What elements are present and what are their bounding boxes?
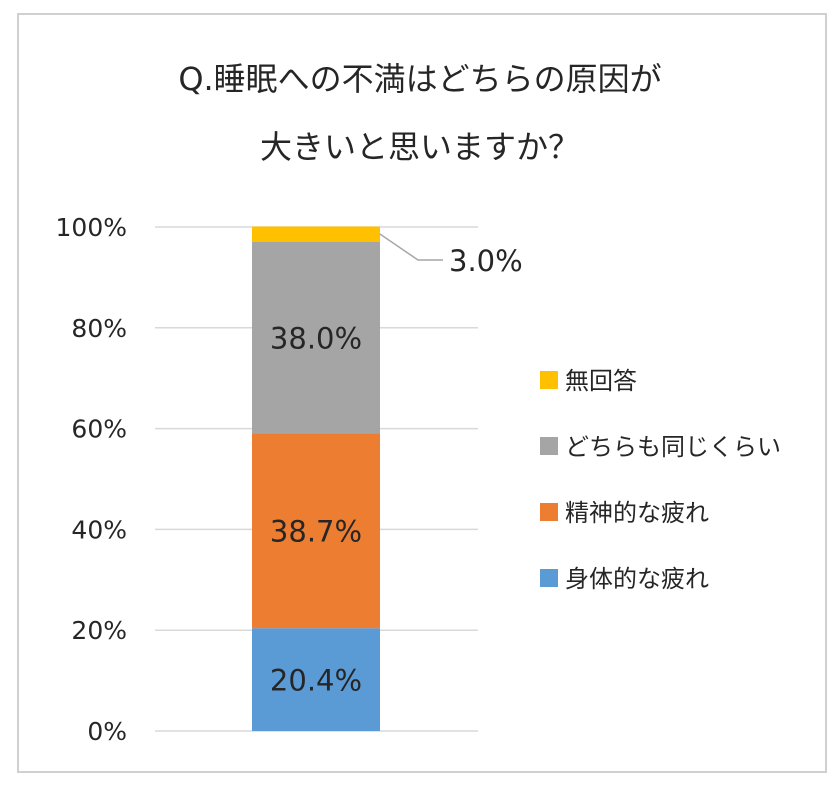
data-label: 38.0% — [270, 321, 362, 355]
y-tick-label: 0% — [87, 717, 127, 746]
bar-segment — [252, 628, 380, 731]
bar-segment — [252, 241, 380, 434]
chart-title-line-1: Q.睡眠への不満はどちらの原因が — [178, 60, 661, 98]
legend-swatch — [540, 569, 558, 587]
y-tick-label: 40% — [71, 515, 127, 544]
bar-segment — [252, 433, 380, 629]
legend-label: どちらも同じくらい — [565, 433, 781, 461]
y-axis-tick-labels: 0% 20% 40% 60% 80% 100% — [56, 213, 127, 746]
legend-label: 無回答 — [565, 367, 637, 395]
chart-title-line-2: 大きいと思いますか？ — [260, 128, 580, 166]
data-label: 38.7% — [270, 515, 362, 549]
y-tick-label: 60% — [71, 415, 127, 444]
chart-frame — [17, 13, 827, 773]
bar-segment — [252, 226, 380, 242]
legend-swatch — [540, 437, 558, 455]
legend-swatch — [540, 503, 558, 521]
y-tick-label: 100% — [56, 213, 127, 242]
y-tick-label: 80% — [71, 314, 127, 343]
legend-swatch — [540, 371, 558, 389]
legend-label: 精神的な疲れ — [565, 499, 709, 527]
leader-line — [379, 233, 443, 261]
y-tick-label: 20% — [71, 616, 127, 645]
stacked-bar — [252, 226, 380, 731]
data-label: 20.4% — [270, 664, 362, 698]
data-labels: 20.4% 38.7% 38.0% 3.0% — [270, 233, 523, 698]
data-label: 3.0% — [449, 244, 523, 278]
legend-label: 身体的な疲れ — [565, 565, 709, 593]
